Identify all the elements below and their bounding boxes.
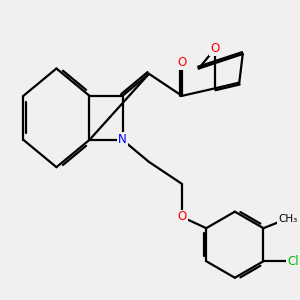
Text: O: O	[177, 211, 187, 224]
Text: Cl: Cl	[287, 255, 299, 268]
Text: O: O	[210, 42, 220, 55]
Text: O: O	[177, 56, 187, 69]
Text: CH₃: CH₃	[278, 214, 297, 224]
Text: N: N	[118, 134, 127, 146]
